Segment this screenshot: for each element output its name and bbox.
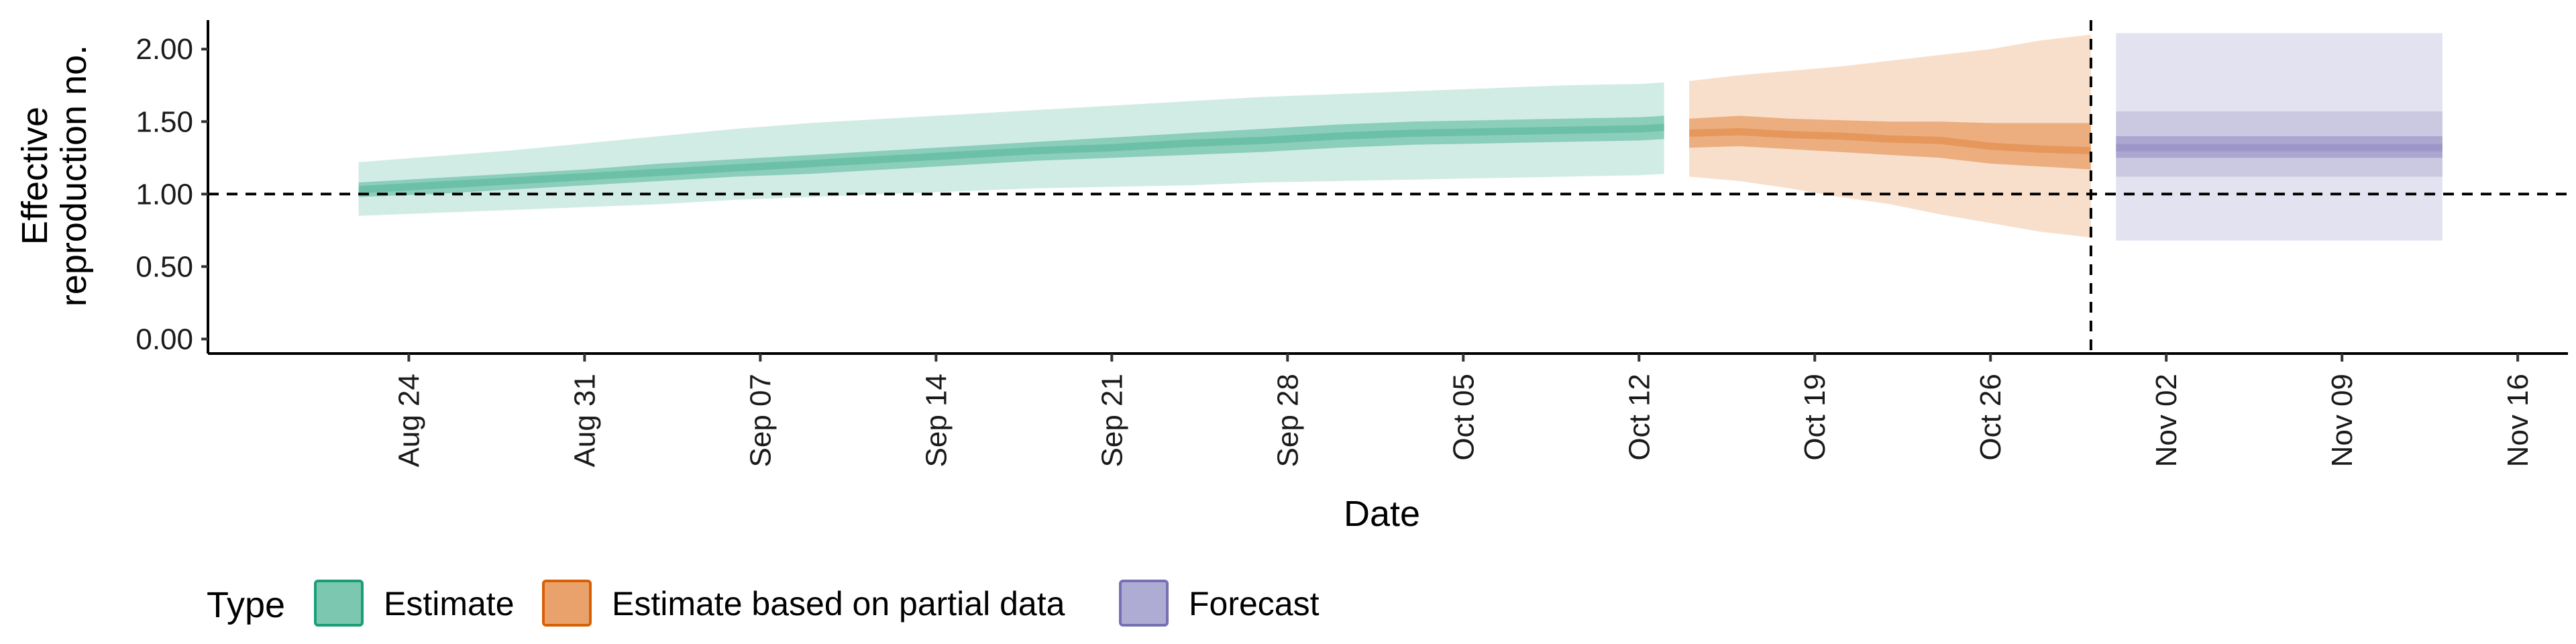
x-tick-label: Nov 09 <box>2326 374 2359 467</box>
axes <box>207 20 2568 355</box>
series-estimate <box>358 82 1664 216</box>
series-forecast <box>2116 33 2443 241</box>
x-tick-label: Sep 28 <box>1271 374 1304 467</box>
legend-title: Type <box>207 585 285 625</box>
y-tick-label: 1.50 <box>136 105 193 138</box>
legend-label: Estimate based on partial data <box>612 585 1065 623</box>
legend: Type Estimate Estimate based on partial d… <box>207 580 1320 627</box>
ci20-band <box>2116 136 2443 158</box>
y-tick-label: 2.00 <box>136 33 193 66</box>
median-band <box>1689 128 2091 154</box>
y-tick-label: 0.50 <box>136 250 193 283</box>
ci20-band <box>1689 115 2091 170</box>
median-band <box>2116 144 2443 152</box>
legend-swatch <box>1119 580 1169 627</box>
x-tick-label: Oct 12 <box>1623 374 1656 461</box>
y-axis-title-line-2: reproduction no. <box>54 45 94 307</box>
x-tick-label: Sep 07 <box>744 374 777 467</box>
legend-label: Estimate <box>384 585 515 623</box>
legend-item-forecast: Forecast <box>1119 580 1320 627</box>
x-tick-label: Sep 14 <box>920 374 953 467</box>
ci90-band <box>358 82 1664 216</box>
ci50-band <box>2116 111 2443 177</box>
legend-label: Forecast <box>1189 585 1320 623</box>
series-estimate-based-on-partial-data <box>1689 34 2091 238</box>
x-tick-label: Oct 05 <box>1447 374 1480 461</box>
y-tick-label: 0.00 <box>136 323 193 356</box>
y-axis-ticks: 0.00 0.50 1.00 1.50 2.00 <box>136 33 208 356</box>
x-tick-label: Nov 16 <box>2502 374 2534 467</box>
ci90-band <box>1689 34 2091 238</box>
y-tick-label: 1.00 <box>136 178 193 211</box>
legend-swatch <box>542 580 592 627</box>
x-axis-title: Date <box>1344 494 1420 534</box>
legend-item-estimate: Estimate <box>314 580 515 627</box>
x-tick-label: Nov 02 <box>2150 374 2183 467</box>
x-tick-label: Aug 24 <box>392 374 425 467</box>
x-tick-label: Sep 21 <box>1095 374 1128 467</box>
x-tick-label: Aug 31 <box>568 374 601 467</box>
plot-bands <box>358 33 2443 241</box>
x-tick-label: Oct 26 <box>1974 374 2007 461</box>
y-axis-title-line-1: Effective <box>15 107 55 245</box>
x-axis-ticks: Aug 24 Aug 31 Sep 07 Sep 14 Sep 21 Sep 28 Oct … <box>392 354 2534 467</box>
legend-entries: Estimate Estimate based on partial data Fo… <box>314 580 1320 627</box>
legend-swatch <box>314 580 364 627</box>
median-band <box>358 123 1664 194</box>
ci20-band <box>358 115 1664 197</box>
legend-item-estimate-based-on-partial-data: Estimate based on partial data <box>542 580 1065 627</box>
x-tick-label: Oct 19 <box>1799 374 1831 461</box>
ci90-band <box>2116 33 2443 241</box>
